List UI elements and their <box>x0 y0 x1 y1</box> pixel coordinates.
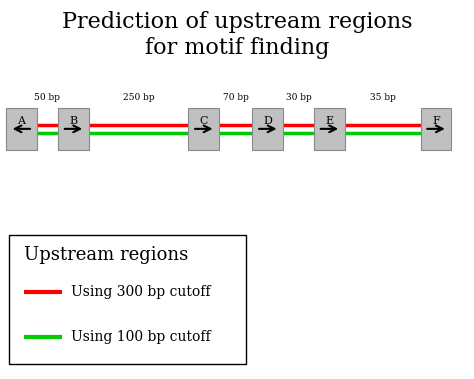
Text: F: F <box>432 116 440 125</box>
Text: Upstream regions: Upstream regions <box>24 246 188 264</box>
Text: D: D <box>264 116 272 125</box>
Bar <box>6 108 36 150</box>
Text: 50 bp: 50 bp <box>35 93 60 102</box>
Text: 250 bp: 250 bp <box>123 93 155 102</box>
Bar <box>252 108 283 150</box>
Text: C: C <box>200 116 208 125</box>
Text: 30 bp: 30 bp <box>286 93 311 102</box>
Text: 35 bp: 35 bp <box>370 93 396 102</box>
Bar <box>188 108 219 150</box>
Text: Using 100 bp cutoff: Using 100 bp cutoff <box>71 330 211 344</box>
Bar <box>9 235 246 364</box>
Bar <box>58 108 89 150</box>
Text: E: E <box>325 116 334 125</box>
Text: A: A <box>18 116 25 125</box>
Text: Prediction of upstream regions
for motif finding: Prediction of upstream regions for motif… <box>62 11 412 59</box>
Bar <box>314 108 345 150</box>
Bar <box>421 108 451 150</box>
Text: Using 300 bp cutoff: Using 300 bp cutoff <box>71 285 210 299</box>
Text: B: B <box>69 116 78 125</box>
Text: 70 bp: 70 bp <box>223 93 249 102</box>
